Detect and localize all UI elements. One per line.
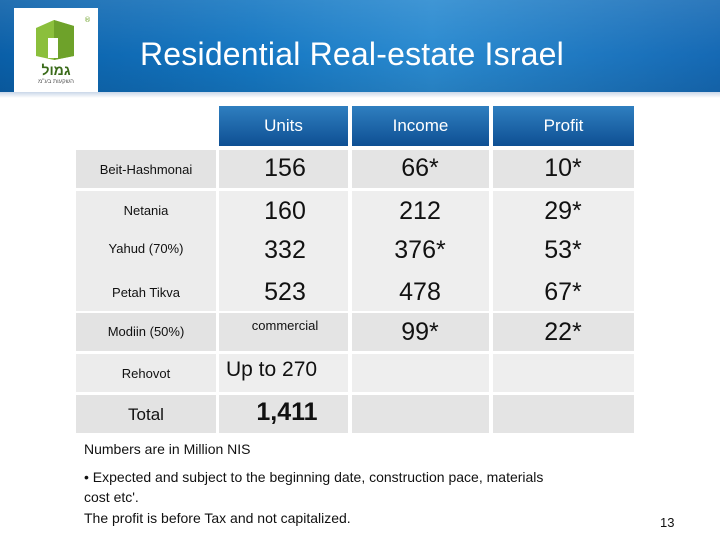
- logo-subtext: השקעות בע"מ: [38, 79, 74, 85]
- note-units: Numbers are in Million NIS: [84, 441, 251, 457]
- data-bg-row-1: [219, 150, 634, 188]
- column-header-profit: Profit: [493, 106, 634, 146]
- data-bg-row-5: [219, 395, 634, 433]
- cell-income-petah-tikva: 478: [399, 278, 441, 306]
- note-expected-cont: cost etc'.: [84, 489, 139, 505]
- cell-profit-petah-tikva: 67*: [544, 278, 582, 306]
- label-bg-row-3: [76, 313, 216, 351]
- header-bar: [0, 0, 720, 92]
- header-divider: [0, 92, 720, 98]
- label-bg-row-5: [76, 395, 216, 433]
- cell-units-netania: 160: [264, 197, 306, 225]
- col-separator-1: [348, 150, 352, 433]
- cell-units-yahud: 332: [264, 236, 306, 264]
- cell-income-netania: 212: [399, 197, 441, 225]
- logo-text: גמול: [41, 62, 71, 78]
- svg-text:®: ®: [84, 16, 91, 24]
- cell-units-beit-hashmonai: 156: [264, 154, 306, 182]
- page-number: 13: [660, 515, 675, 530]
- company-logo: ® גמול השקעות בע"מ: [14, 8, 98, 92]
- row-label-petah-tikva: Petah Tikva: [112, 285, 180, 300]
- logo-graphic: ®: [36, 16, 91, 60]
- cell-profit-modiin: 22*: [544, 318, 582, 346]
- row-label-rehovot: Rehovot: [121, 366, 171, 381]
- label-bg-row-4: [76, 354, 216, 392]
- data-bg-row-4: [219, 354, 634, 392]
- label-bg-row-1: [76, 150, 216, 188]
- row-label-total: Total: [128, 405, 164, 424]
- data-bg-row-2: [219, 191, 634, 311]
- cell-units-petah-tikva: 523: [264, 278, 306, 306]
- page-title: Residential Real-estate Israel: [140, 36, 564, 72]
- data-bg-row-3: [219, 313, 634, 351]
- column-header-units: Units: [219, 106, 348, 146]
- cell-income-beit-hashmonai: 66*: [401, 154, 439, 182]
- row-label-yahud: Yahud (70%): [108, 241, 184, 256]
- cell-units-modiin: commercial: [251, 318, 319, 333]
- note-expected: • Expected and subject to the beginning …: [84, 469, 544, 485]
- column-header-income: Income: [352, 106, 489, 146]
- cell-profit-beit-hashmonai: 10*: [544, 154, 582, 182]
- cell-profit-yahud: 53*: [544, 236, 582, 264]
- cell-units-rehovot: Up to 270: [226, 358, 318, 381]
- header-shine: [0, 0, 720, 92]
- col-separator-2: [489, 150, 493, 433]
- row-label-netania: Netania: [123, 203, 169, 218]
- cell-income-modiin: 99*: [401, 318, 439, 346]
- note-profit: The profit is before Tax and not capital…: [84, 510, 351, 526]
- cell-units-total: 1,411: [256, 398, 318, 426]
- row-label-modiin: Modiin (50%): [107, 324, 185, 339]
- cell-income-yahud: 376*: [394, 236, 446, 264]
- cell-profit-netania: 29*: [544, 197, 582, 225]
- label-bg-row-2: [76, 191, 216, 311]
- row-label-beit-hashmonai: Beit-Hashmonai: [99, 162, 193, 177]
